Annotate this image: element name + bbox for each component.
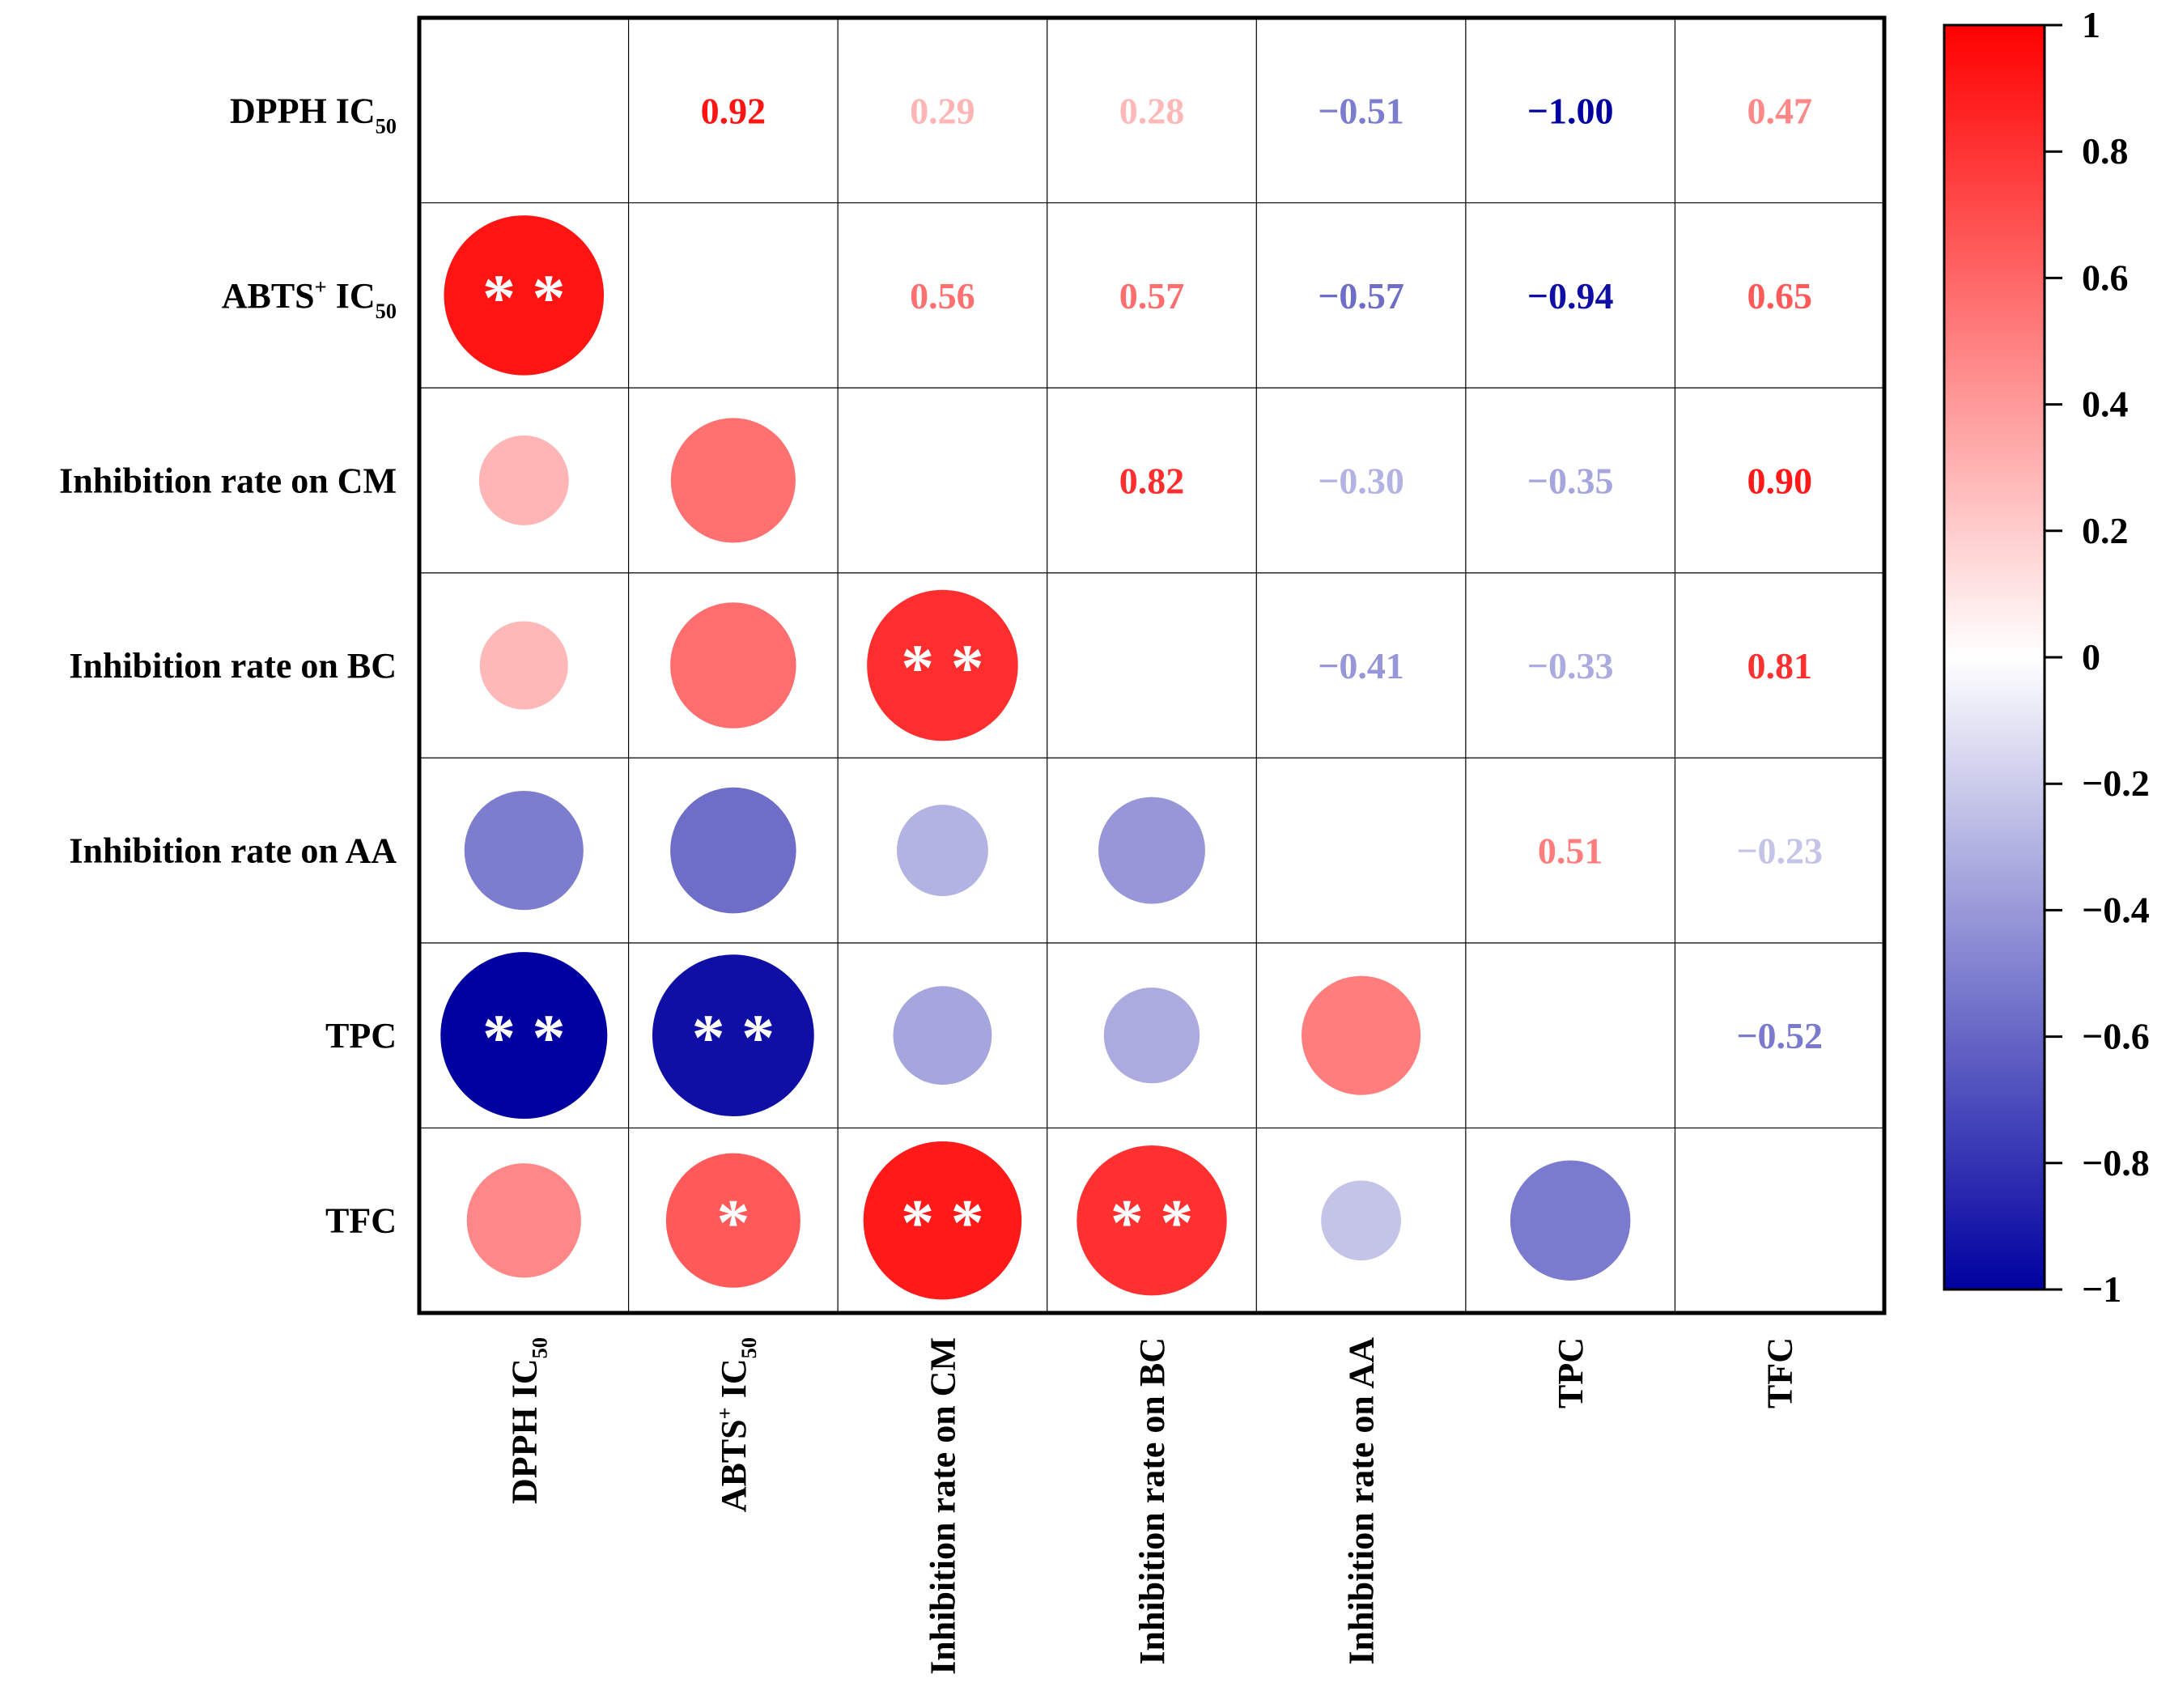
corr-value-label: 0.92	[701, 90, 767, 131]
corr-value-label: −0.57	[1318, 275, 1404, 317]
corr-circle	[863, 1141, 1022, 1300]
row-label-abts: ABTS+ IC50	[222, 274, 397, 323]
corr-circle	[867, 589, 1018, 741]
corr-circle	[670, 418, 796, 543]
corr-value-label: 0.47	[1747, 90, 1812, 131]
col-label-inhibition-rate-on-cm: Inhibition rate on CM	[923, 1337, 962, 1675]
significance-mark: * *	[692, 1001, 775, 1074]
corr-circle	[1510, 1160, 1631, 1281]
colorbar-tick-label: −0.6	[2082, 1016, 2150, 1057]
corr-circle	[1098, 797, 1205, 904]
corr-value-label: −0.41	[1318, 645, 1404, 686]
corr-circle	[893, 986, 992, 1086]
col-label-tpc: TPC	[1551, 1337, 1590, 1408]
corr-value-label: 0.90	[1747, 460, 1812, 501]
corr-value-label: 0.28	[1119, 90, 1185, 131]
corr-value-label: 0.56	[910, 275, 975, 317]
corr-circle	[464, 791, 584, 911]
row-label-dpph-ic: DPPH IC50	[230, 91, 397, 138]
corr-value-label: −0.30	[1318, 460, 1404, 501]
corr-circle	[1103, 987, 1200, 1084]
corr-value-label: −1.00	[1527, 90, 1614, 131]
colorbar-gradient	[1943, 23, 2046, 1291]
corr-circle	[670, 602, 796, 729]
row-label-inhibition-rate-on-bc: Inhibition rate on BC	[69, 646, 397, 686]
grid-lines	[417, 15, 1887, 1315]
significance-mark: *	[716, 1186, 750, 1260]
corr-value-label: 0.65	[1747, 275, 1812, 317]
row-label-inhibition-rate-on-aa: Inhibition rate on AA	[69, 831, 397, 871]
corr-circle	[478, 435, 569, 525]
col-label-inhibition-rate-on-aa: Inhibition rate on AA	[1342, 1337, 1382, 1665]
colorbar-tick-label: 0.8	[2082, 130, 2129, 172]
corr-circle	[1302, 975, 1421, 1095]
colorbar-tick-label: 1	[2082, 4, 2100, 45]
significance-mark: * *	[482, 1001, 566, 1074]
correlation-marks: 0.92 0.29 0.28 −0.51 −1.00 0.47 0.56 0.57 −0.57 −…	[440, 90, 1823, 1300]
corr-circle	[1321, 1180, 1401, 1261]
corr-value-label: 0.81	[1747, 645, 1812, 686]
colorbar-tick-label: −0.8	[2082, 1142, 2150, 1183]
significance-mark: * *	[482, 261, 566, 334]
corr-circle	[440, 952, 608, 1120]
colorbar-tick-label: 0	[2082, 636, 2100, 678]
corr-circle	[665, 1153, 800, 1288]
colorbar: 1 0.8 0.6 0.4 0.2 0 −0.2 −0.4 −0.6 −0.8 −1	[1943, 4, 2150, 1310]
colorbar-tick-label: 0.2	[2082, 510, 2129, 551]
corr-circle	[897, 805, 988, 896]
plot-frame	[417, 15, 1887, 1315]
corr-value-label: 0.51	[1538, 831, 1603, 872]
col-label-dpph-ic: DPPH IC50	[504, 1337, 551, 1504]
corr-value-label: −0.94	[1527, 275, 1614, 317]
corr-circle	[479, 621, 568, 710]
colorbar-tick-label: 0.4	[2082, 384, 2129, 425]
row-label-inhibition-rate-on-cm: Inhibition rate on CM	[59, 461, 397, 500]
corr-value-label: −0.51	[1318, 90, 1404, 131]
col-label-inhibition-rate-on-bc: Inhibition rate on BC	[1132, 1337, 1172, 1665]
corr-circle	[466, 1163, 581, 1278]
corr-value-label: −0.23	[1736, 831, 1823, 872]
corr-circle	[444, 215, 605, 376]
corr-value-label: −0.35	[1527, 460, 1614, 501]
row-label-tpc: TPC	[325, 1016, 397, 1056]
corr-value-label: 0.29	[910, 90, 975, 131]
corr-circle	[670, 787, 796, 914]
axis-labels: DPPH IC50 DPPH IC50 ABTS+ IC50 ABTS+ IC50 In…	[59, 91, 1800, 1675]
col-label-tfc: TFC	[1760, 1337, 1800, 1408]
corr-value-label: −0.52	[1736, 1015, 1823, 1056]
significance-mark: * *	[1110, 1186, 1194, 1260]
colorbar-tick-label: −0.4	[2082, 889, 2150, 930]
colorbar-tick-label: −1	[2082, 1268, 2121, 1310]
corr-value-label: 0.82	[1119, 460, 1185, 501]
row-label-tfc: TFC	[325, 1201, 397, 1241]
significance-mark: * *	[901, 631, 984, 704]
corr-value-label: 0.57	[1119, 275, 1185, 317]
corr-circle	[1077, 1145, 1227, 1296]
col-label-abts: ABTS+ IC50	[712, 1337, 761, 1512]
colorbar-tick-label: 0.6	[2082, 257, 2129, 298]
colorbar-tick-label: −0.2	[2082, 763, 2150, 804]
significance-mark: * *	[901, 1186, 984, 1260]
corr-circle	[652, 954, 814, 1117]
corr-value-label: −0.33	[1527, 645, 1614, 686]
